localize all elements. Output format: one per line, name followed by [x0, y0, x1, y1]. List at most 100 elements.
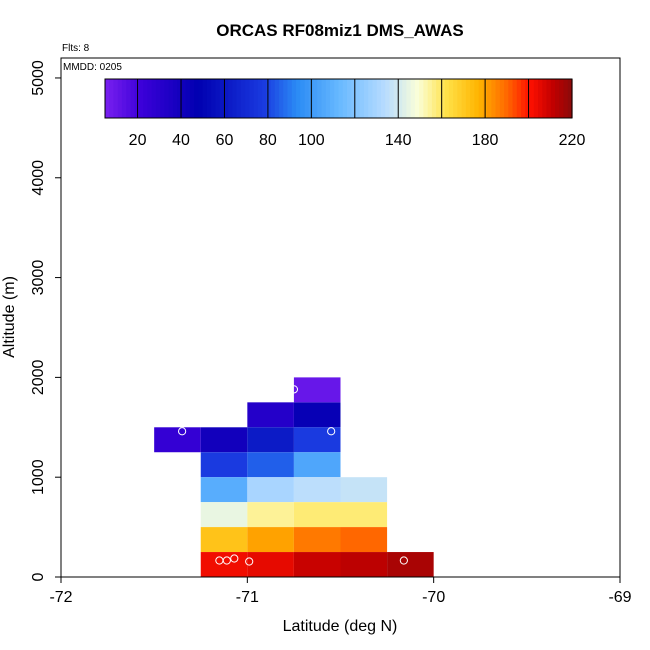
colorbar-segment — [504, 79, 509, 118]
colorbar-segment — [317, 79, 323, 118]
colorbar-segment — [185, 79, 191, 118]
colorbar-segment — [546, 79, 552, 118]
colorbar-segment — [402, 79, 408, 118]
colorbar-segment — [342, 79, 348, 118]
colorbar-segment — [393, 79, 399, 118]
colorbar-segment — [346, 79, 352, 118]
heatmap-cell — [200, 527, 248, 553]
colorbar-segment — [240, 79, 246, 118]
colorbar-segment — [304, 79, 310, 118]
heatmap-cell — [200, 552, 248, 577]
colorbar-segment — [555, 79, 560, 118]
colorbar-segment — [181, 79, 187, 118]
sample-point — [245, 557, 254, 566]
colorbar-segment — [444, 79, 450, 118]
colorbar-segment — [296, 79, 301, 118]
colorbar-segment — [410, 79, 416, 118]
colorbar-segment — [219, 79, 225, 118]
colorbar-segment — [274, 79, 280, 118]
colorbar-segment — [147, 79, 153, 118]
colorbar-segment — [325, 79, 331, 118]
heatmap-cell — [200, 502, 248, 528]
heatmap-cell — [293, 477, 341, 503]
heatmap-cell — [340, 527, 388, 553]
colorbar-segment — [521, 79, 526, 118]
colorbar-segment — [189, 79, 195, 118]
colorbar-tick-label: 60 — [216, 132, 234, 149]
colorbar-segment — [211, 79, 216, 118]
colorbar-segment — [143, 79, 149, 118]
x-tick-label: -69 — [608, 589, 631, 606]
colorbar-segment — [453, 79, 458, 118]
colorbar-segment — [559, 79, 565, 118]
colorbar-segment — [423, 79, 429, 118]
colorbar-segment — [474, 79, 480, 118]
colorbar-segment — [291, 79, 297, 118]
sample-point — [178, 427, 187, 436]
y-tick-label: 0 — [30, 572, 47, 581]
heatmap-cell — [247, 477, 294, 503]
heatmap-cell — [200, 452, 248, 478]
sample-point — [399, 556, 408, 565]
colorbar-segment — [470, 79, 475, 118]
heatmap-cell — [293, 552, 341, 577]
colorbar-segment — [172, 79, 178, 118]
heatmap-cell — [387, 552, 434, 577]
flights-annotation: Flts: 8 — [62, 43, 90, 54]
date-annotation: MMDD: 0205 — [63, 62, 122, 73]
colorbar-segment — [465, 79, 471, 118]
colorbar-segment — [228, 79, 233, 118]
colorbar-segment — [487, 79, 492, 118]
colorbar-tick-label: 180 — [472, 132, 499, 149]
colorbar-segment — [330, 79, 335, 118]
x-axis: -72 -71 -70 -69 — [49, 577, 632, 606]
colorbar-segment — [168, 79, 174, 118]
sample-point — [222, 556, 231, 565]
colorbar-tick-label: 20 — [129, 132, 147, 149]
x-tick-label: -70 — [422, 589, 445, 606]
colorbar-segment — [380, 79, 386, 118]
colorbar-segment — [385, 79, 391, 118]
colorbar-segment — [436, 79, 441, 118]
colorbar-segment — [105, 79, 110, 118]
colorbar-tick-label: 220 — [559, 132, 586, 149]
colorbar-segment — [177, 79, 183, 118]
colorbar-segment — [223, 79, 229, 118]
colorbar-segment — [550, 79, 556, 118]
heatmap-cell — [293, 427, 341, 453]
colorbar-segment — [427, 79, 433, 118]
colorbar-segment — [109, 79, 115, 118]
colorbar-segment — [355, 79, 361, 118]
colorbar-segment — [499, 79, 505, 118]
heatmap-cell — [200, 477, 248, 503]
chart-title: ORCAS RF08miz1 DMS_AWAS — [216, 21, 464, 40]
colorbar: 20 40 60 80 100 140 180 220 — [104, 78, 586, 149]
colorbar-segment — [283, 79, 289, 118]
heatmap-cell — [293, 377, 341, 403]
heatmap-cell — [340, 477, 388, 503]
colorbar-segment — [525, 79, 531, 118]
colorbar-segment — [232, 79, 238, 118]
colorbar-segment — [262, 79, 267, 118]
colorbar-tick-label: 100 — [298, 132, 325, 149]
colorbar-segment — [533, 79, 539, 118]
heatmap-cells — [154, 377, 434, 577]
colorbar-segment — [508, 79, 514, 118]
heatmap-cell — [340, 552, 388, 577]
heatmap-cell — [247, 527, 294, 553]
colorbar-segment — [270, 79, 276, 118]
heatmap-cell — [293, 402, 341, 428]
colorbar-segment — [512, 79, 518, 118]
colorbar-segment — [113, 79, 119, 118]
x-axis-label: Latitude (deg N) — [283, 618, 398, 635]
colorbar-tick-label: 80 — [259, 132, 277, 149]
colorbar-segment — [363, 79, 369, 118]
colorbar-tick-label: 40 — [172, 132, 190, 149]
colorbar-segment — [236, 79, 242, 118]
y-tick-label: 5000 — [30, 60, 47, 96]
colorbar-segment — [130, 79, 136, 118]
heatmap-cell — [247, 402, 294, 428]
heatmap-cell — [293, 452, 341, 478]
colorbar-segment — [406, 79, 412, 118]
colorbar-segment — [457, 79, 463, 118]
